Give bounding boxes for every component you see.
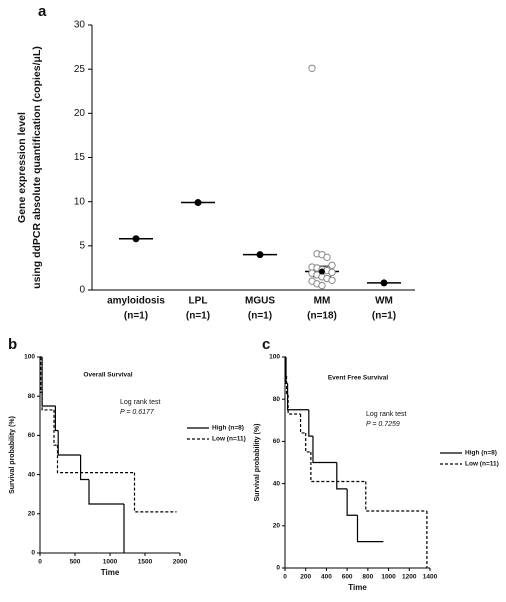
survival-step (133, 472, 177, 513)
x-tick-note: (n=1) (186, 311, 210, 322)
y-tick-label: 100 (269, 354, 280, 361)
x-tick-label: MGUS (245, 296, 275, 307)
y-tick-label: 0 (276, 565, 280, 572)
x-tick-label: 400 (321, 574, 332, 581)
y-axis-title: Survival probability (%) (254, 424, 261, 502)
survival-step (285, 357, 288, 384)
data-point (328, 261, 336, 269)
survival-step (310, 451, 366, 483)
panel-label: c (262, 336, 270, 353)
survival-step (305, 432, 311, 453)
x-tick-label: WM (375, 296, 393, 307)
y-tick-label: 10 (74, 196, 86, 207)
x-tick-label: 1000 (103, 559, 118, 566)
legend-label: High (n=8) (212, 425, 244, 432)
y-tick-label: 30 (74, 20, 86, 31)
data-point (194, 199, 202, 207)
survival-step (56, 445, 135, 474)
annotation: P = 0.6177 (120, 409, 155, 416)
survival-step (286, 383, 309, 411)
survival-step (41, 357, 56, 407)
x-tick-note: (n=1) (248, 311, 272, 322)
survival-step (336, 462, 348, 490)
survival-step (346, 488, 358, 516)
data-point (308, 64, 316, 72)
survival-step (299, 413, 306, 434)
data-point (318, 281, 326, 290)
chart-title: Overall Survival (83, 372, 132, 379)
x-tick-note: (n=1) (372, 311, 396, 322)
survival-step (54, 406, 59, 432)
survival-step (53, 409, 58, 446)
y-axis-title: using ddPCR absolute quantification (cop… (31, 46, 43, 289)
x-tick-note: (n=18) (307, 311, 337, 322)
x-tick-label: 500 (70, 559, 81, 566)
y-tick-label: 40 (273, 480, 281, 487)
x-tick-label: 1000 (381, 574, 396, 581)
x-tick-label: 1400 (423, 574, 438, 581)
x-tick-label: 800 (362, 574, 373, 581)
x-tick-label: 2000 (173, 559, 188, 566)
y-axis-title: Survival probability (%) (9, 416, 16, 494)
x-tick-label: 1500 (138, 559, 153, 566)
y-tick-label: 60 (28, 432, 36, 439)
x-tick-label: 1200 (402, 574, 417, 581)
y-tick-label: 20 (74, 108, 86, 119)
y-tick-label: 80 (273, 396, 281, 403)
annotation: P = 0.7259 (366, 421, 400, 428)
y-tick-label: 20 (273, 523, 281, 530)
data-point (323, 253, 331, 262)
annotation: Log rank test (366, 411, 407, 418)
survival-step (57, 430, 81, 456)
y-tick-label: 80 (28, 393, 36, 400)
survival-step (287, 394, 301, 415)
survival-step (365, 481, 427, 512)
panel-label: b (8, 336, 17, 353)
y-tick-label: 0 (79, 285, 85, 296)
survival-step (312, 436, 337, 464)
x-tick-note: (n=1) (124, 311, 148, 322)
survival-step (80, 455, 89, 481)
legend-label: High (n=8) (465, 450, 497, 457)
y-tick-label: 15 (74, 152, 86, 163)
legend-label: Low (n=11) (212, 436, 246, 443)
survival-step (41, 392, 54, 411)
y-tick-label: 20 (28, 511, 36, 518)
chart-title: Event Free Survival (328, 375, 389, 382)
x-axis-title: Time (101, 568, 120, 577)
mean-dot (319, 268, 325, 275)
y-tick-label: 25 (74, 64, 86, 75)
x-tick-label: amyloidosis (107, 296, 165, 307)
y-axis-title: Gene expression level (16, 112, 28, 223)
y-tick-label: 0 (31, 550, 35, 557)
survival-step (356, 515, 384, 543)
data-point (328, 268, 336, 277)
y-tick-label: 5 (79, 240, 85, 251)
x-tick-label: LPL (189, 296, 208, 307)
x-tick-label: MM (314, 296, 331, 307)
data-point (380, 279, 388, 287)
x-tick-label: 0 (283, 574, 287, 581)
x-axis-title: Time (348, 583, 367, 592)
annotation: Log rank test (120, 399, 161, 406)
data-point (328, 276, 336, 284)
survival-step (88, 479, 124, 505)
data-point (256, 251, 264, 259)
y-tick-label: 60 (273, 438, 281, 445)
data-point (132, 235, 140, 243)
survival-step (284, 357, 287, 377)
y-tick-label: 100 (24, 354, 35, 361)
x-tick-label: 0 (38, 559, 42, 566)
y-tick-label: 40 (28, 471, 36, 478)
x-tick-label: 600 (342, 574, 353, 581)
survival-step (308, 409, 313, 437)
legend-label: Low (n=11) (465, 461, 499, 468)
x-tick-label: 200 (300, 574, 311, 581)
panel-label: a (38, 3, 47, 20)
